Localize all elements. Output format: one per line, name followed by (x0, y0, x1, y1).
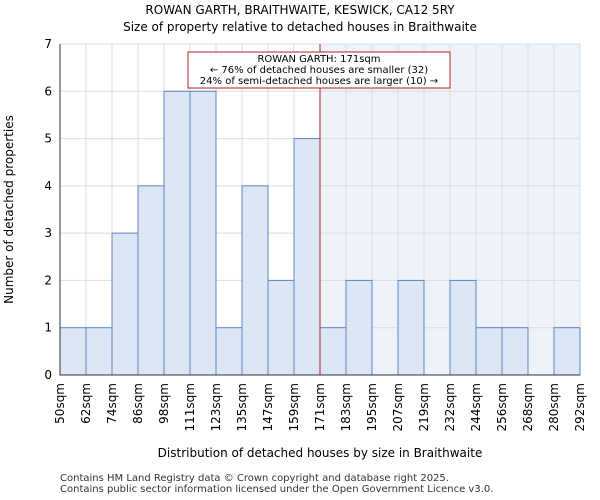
x-tick-label: 147sqm (261, 383, 275, 431)
x-tick-label: 219sqm (417, 383, 431, 431)
bar (293, 138, 321, 376)
bar (111, 232, 139, 376)
bar (215, 327, 243, 376)
x-tick-label: 256sqm (495, 383, 509, 431)
y-tick-label: 3 (44, 226, 52, 240)
y-tick-label: 1 (44, 321, 52, 335)
annotation-line: 24% of semi-detached houses are larger (… (200, 76, 438, 87)
x-tick-label: 62sqm (79, 383, 93, 424)
bar (501, 327, 529, 376)
x-tick-label: 74sqm (105, 383, 119, 424)
bar (553, 327, 581, 376)
bar (345, 279, 373, 376)
annotation-line: ROWAN GARTH: 171sqm (257, 54, 380, 65)
x-tick-label: 171sqm (313, 383, 327, 431)
bar (85, 327, 113, 376)
y-tick-label: 6 (44, 84, 52, 98)
x-tick-label: 123sqm (209, 383, 223, 431)
x-tick-label: 111sqm (183, 383, 197, 431)
x-tick-label: 280sqm (547, 383, 561, 431)
x-tick-label: 195sqm (365, 383, 379, 431)
footer-licence: Contains public sector information licen… (60, 484, 494, 495)
x-tick-label: 232sqm (443, 383, 457, 431)
x-tick-label: 268sqm (521, 383, 535, 431)
x-tick-label: 50sqm (53, 383, 67, 424)
annotation-line: ← 76% of detached houses are smaller (32… (210, 65, 428, 76)
bar (449, 279, 477, 376)
chart-title: ROWAN GARTH, BRAITHWAITE, KESWICK, CA12 … (145, 3, 455, 17)
bar (59, 327, 87, 376)
x-tick-label: 98sqm (157, 383, 171, 424)
annotation-box (187, 51, 451, 89)
x-tick-label: 86sqm (131, 383, 145, 424)
bar (163, 90, 191, 376)
bar-chart: 0 1 2 3 4 5 6 7 50sqm 62sqm 74sqm 86sqm 98sqm 111sqm 1… (2, 37, 587, 460)
footer-copyright: Contains HM Land Registry data © Crown c… (60, 473, 449, 484)
bar (137, 185, 165, 376)
y-axis-title: Number of detached properties (2, 115, 16, 304)
x-axis-title: Distribution of detached houses by size … (158, 446, 483, 460)
bar (189, 90, 217, 376)
y-tick-label: 7 (44, 37, 52, 51)
x-tick-label: 159sqm (287, 383, 301, 431)
chart-subtitle: Size of property relative to detached ho… (123, 20, 477, 34)
x-tick-label: 244sqm (469, 383, 483, 431)
bar (319, 327, 347, 376)
bar (267, 279, 295, 376)
y-tick-label: 2 (44, 273, 52, 287)
x-tick-label: 292sqm (573, 383, 587, 431)
bar (475, 327, 503, 376)
x-tick-label: 207sqm (391, 383, 405, 431)
y-tick-label: 5 (44, 132, 52, 146)
y-tick-label: 0 (44, 368, 52, 382)
bar (397, 279, 425, 376)
y-tick-label: 4 (44, 179, 52, 193)
x-tick-label: 183sqm (339, 383, 353, 431)
bar (241, 185, 269, 376)
x-tick-label: 135sqm (235, 383, 249, 431)
